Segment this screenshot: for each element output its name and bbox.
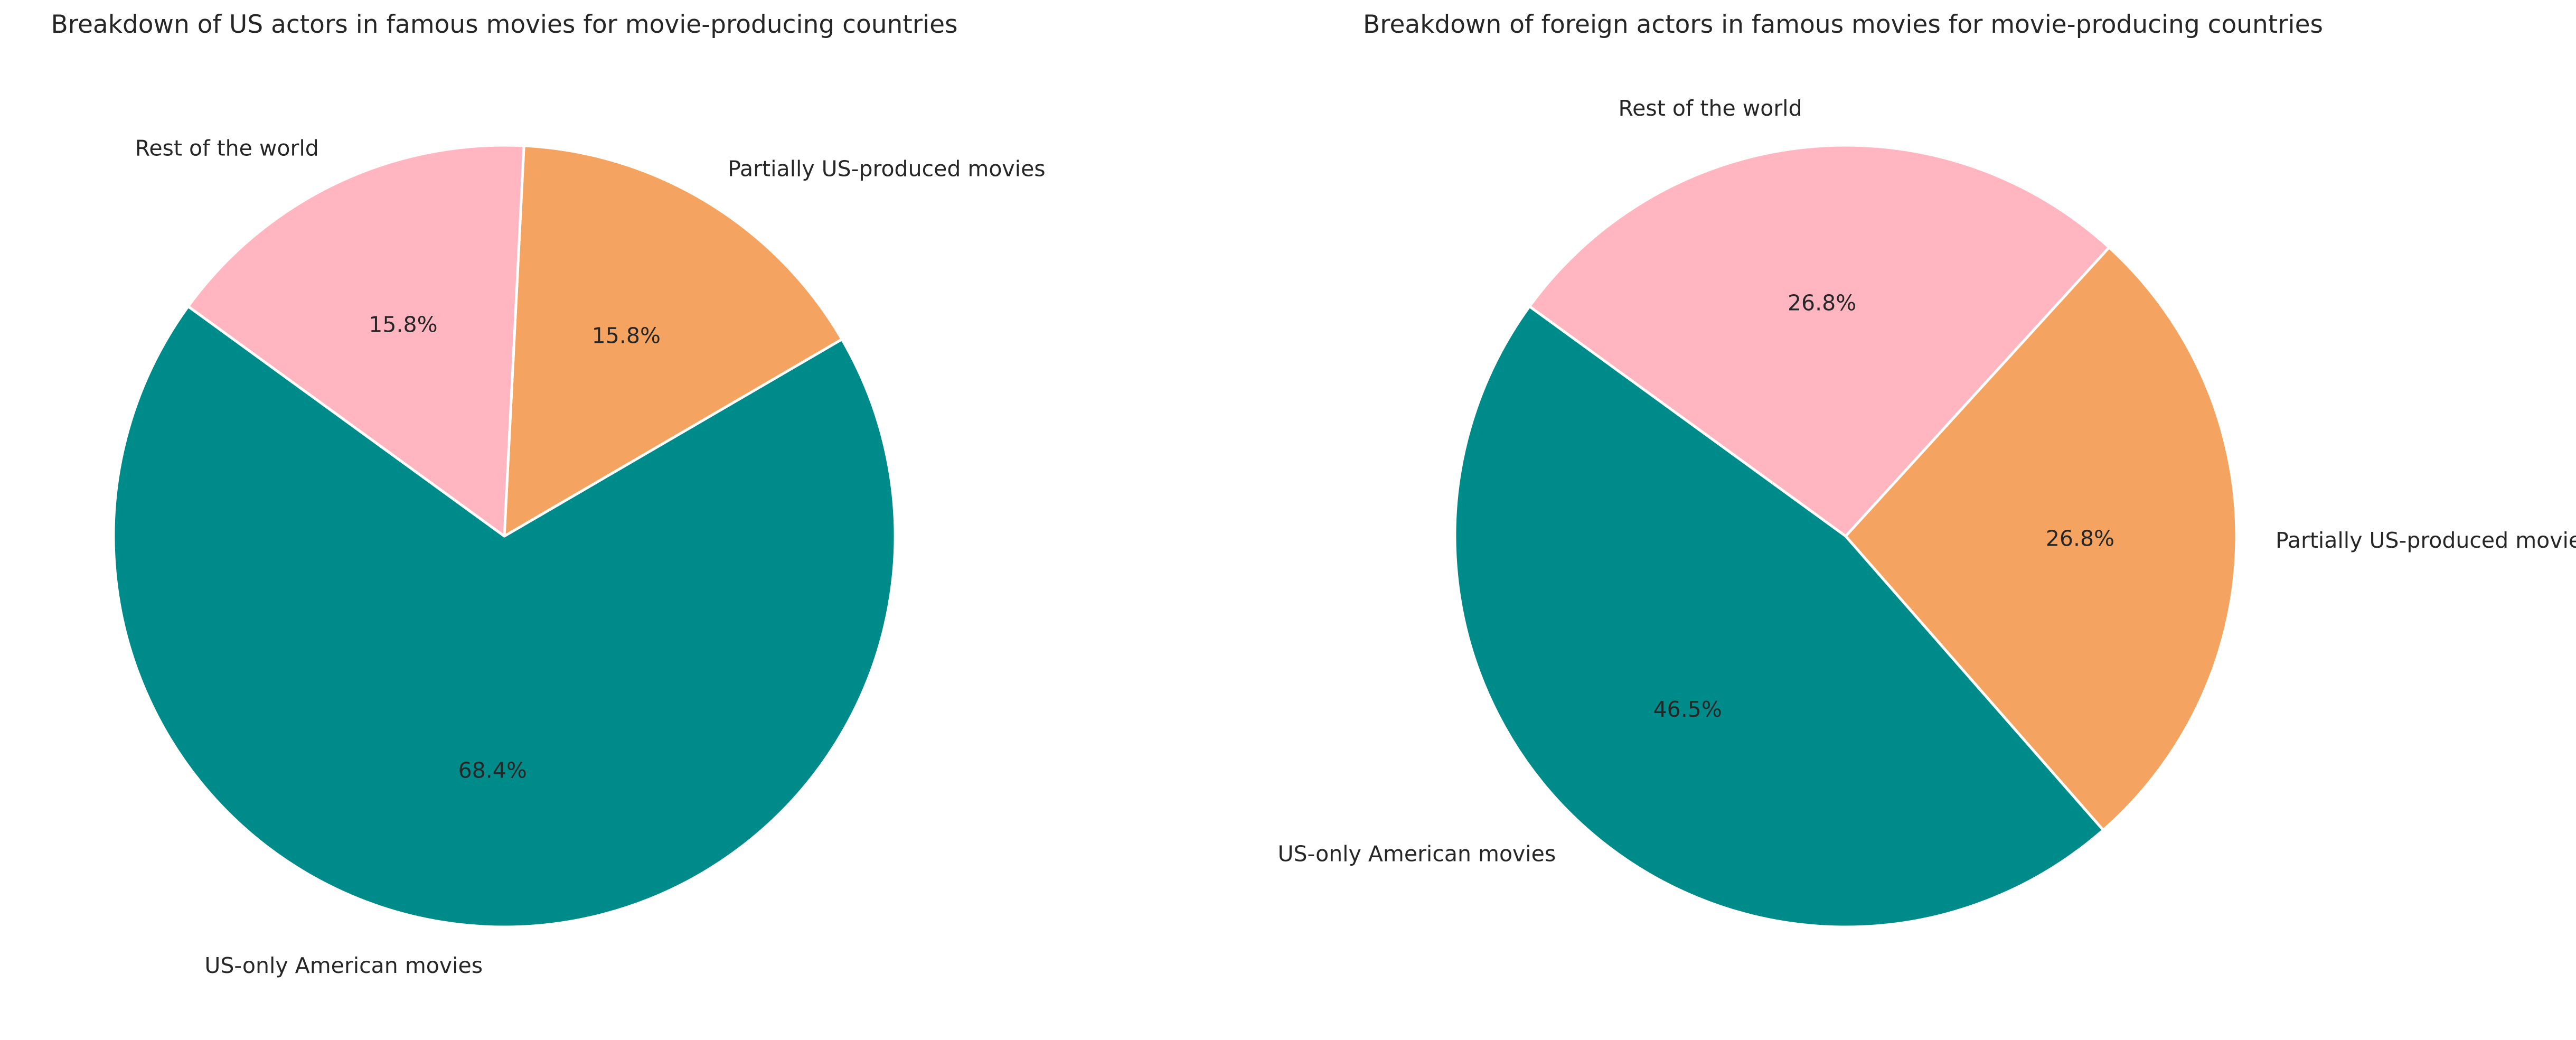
pie-slice-label: Partially US-produced movies — [2276, 528, 2576, 553]
pie-percent-labels: 68.4% 15.8% 15.8% — [369, 312, 661, 783]
pie-slices — [112, 144, 897, 929]
pie-slice-label: Rest of the world — [135, 136, 319, 161]
chart-title: Breakdown of US actors in famous movies … — [51, 10, 957, 39]
pie-slice-label: US-only American movies — [204, 953, 483, 978]
pie-slices — [1453, 144, 2238, 929]
chart-title: Breakdown of foreign actors in famous mo… — [1363, 10, 2323, 39]
pie-slice — [1844, 246, 2238, 832]
pie-slice-labels: US-only American movies Partially US-prod… — [1278, 96, 2576, 866]
pie-percent-label: 26.8% — [2046, 526, 2114, 551]
pie-slice-label: Rest of the world — [1619, 96, 1802, 121]
pie-slice — [1528, 144, 2111, 538]
pie-percent-label: 26.8% — [1788, 290, 1856, 315]
pie-chart-foreign-actors: Breakdown of foreign actors in famous mo… — [1278, 10, 2576, 929]
pie-slice — [503, 144, 843, 538]
pie-percent-label: 15.8% — [592, 323, 661, 349]
pie-slice-label: Partially US-produced movies — [728, 156, 1046, 182]
pie-slice — [186, 144, 525, 538]
pie-chart-us-actors: Breakdown of US actors in famous movies … — [51, 10, 1045, 978]
pie-percent-label: 68.4% — [458, 757, 527, 783]
pie-slice — [112, 305, 897, 929]
pie-percent-label: 46.5% — [1653, 697, 1722, 722]
pie-percent-label: 15.8% — [369, 312, 437, 337]
pie-percent-labels: 46.5% 26.8% 26.8% — [1653, 290, 2115, 722]
pie-slice-labels: US-only American movies Partially US-prod… — [135, 136, 1046, 978]
pie-slice-label: US-only American movies — [1278, 841, 1556, 866]
pie-slice — [1453, 305, 2105, 929]
